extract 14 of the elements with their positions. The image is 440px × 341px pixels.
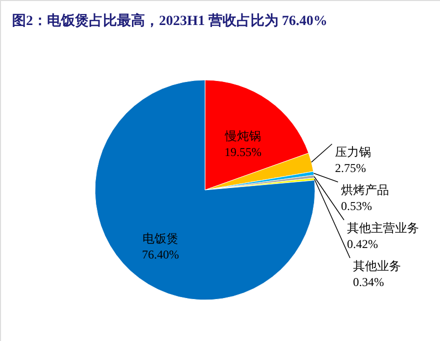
data-label: 0.34% (353, 275, 384, 289)
data-label: 19.55% (224, 145, 262, 160)
data-label: 0.42% (347, 237, 378, 251)
slice-label: 慢炖锅 (224, 129, 262, 144)
slice-label: 烘烤产品 (341, 183, 389, 197)
data-label: 2.75% (335, 161, 366, 175)
slice-label: 电饭煲 (142, 232, 178, 246)
data-label: 76.40% (142, 248, 179, 262)
slice-label: 压力锅 (335, 145, 371, 159)
slice-label: 其他主营业务 (347, 221, 419, 235)
slice-label: 其他业务 (353, 259, 401, 273)
chart-title: 图2：电饭煲占比最高，2023H1 营收占比为 76.40% (12, 12, 328, 29)
data-label: 0.53% (341, 199, 372, 213)
pie-slice (94, 80, 316, 300)
